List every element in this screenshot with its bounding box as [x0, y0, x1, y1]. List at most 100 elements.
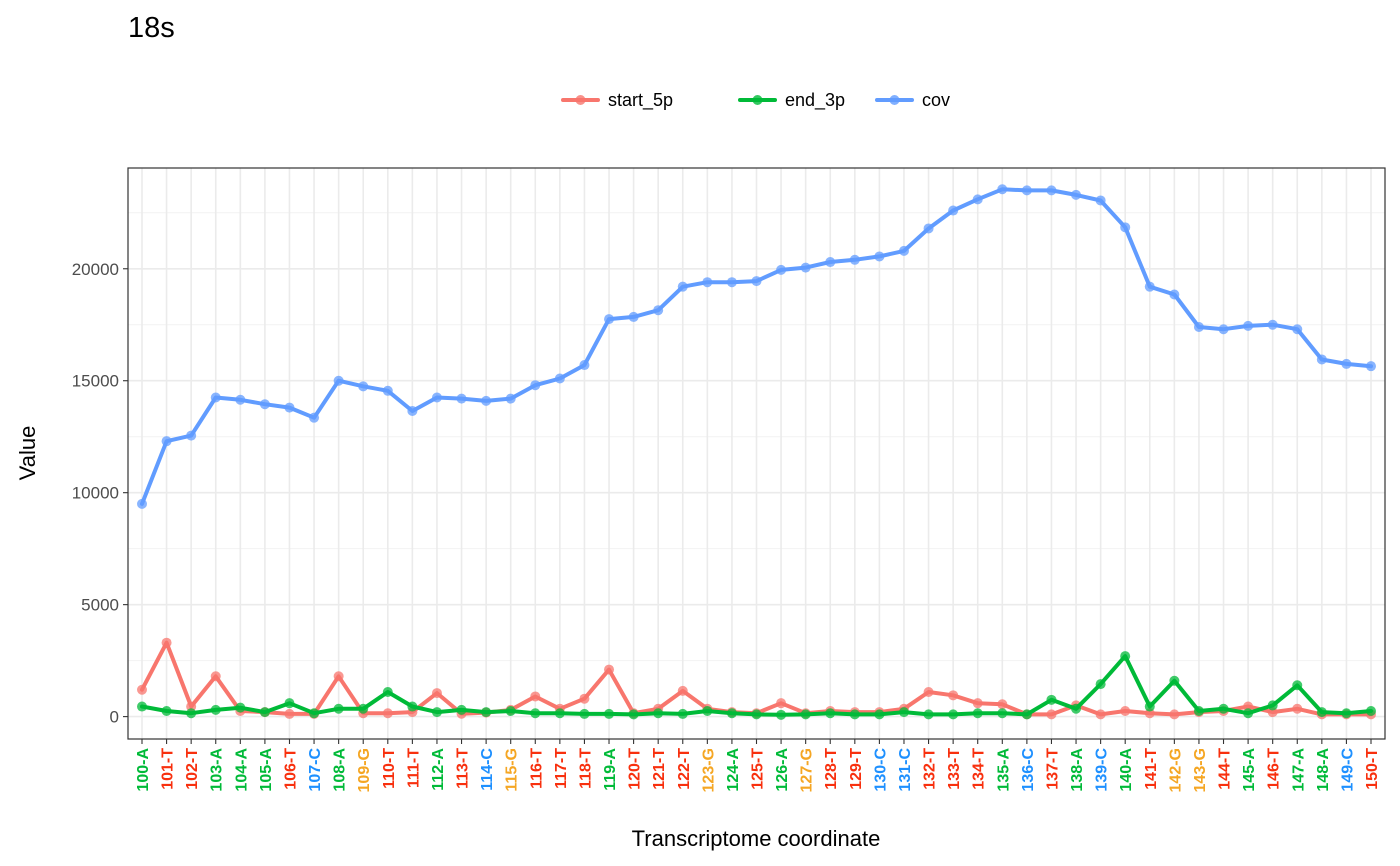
- data-point: [825, 257, 836, 268]
- data-point: [1292, 703, 1303, 714]
- data-point: [1095, 195, 1106, 206]
- x-tick-label: 108-A: [332, 748, 349, 792]
- data-point: [382, 686, 393, 697]
- data-point: [161, 637, 172, 648]
- x-tick-label: 146-T: [1266, 748, 1283, 790]
- data-point: [1120, 706, 1131, 717]
- x-axis-ticks: 100-A 101-T 102-T 103-A 104-A 105-A 106-T 107-C…: [135, 739, 1381, 792]
- data-point: [1120, 222, 1131, 233]
- data-point: [505, 393, 516, 404]
- data-point: [1021, 185, 1032, 196]
- data-point: [186, 708, 197, 719]
- x-tick-label: 136-C: [1020, 748, 1037, 792]
- x-tick-label: 111-T: [405, 748, 422, 788]
- data-point: [235, 702, 246, 713]
- x-tick-label: 134-T: [971, 748, 988, 790]
- data-point: [1046, 694, 1057, 705]
- data-point: [677, 281, 688, 292]
- data-point: [1021, 709, 1032, 720]
- data-point: [653, 305, 664, 316]
- data-point: [210, 392, 221, 403]
- x-tick-label: 138-A: [1069, 748, 1086, 792]
- data-point: [1046, 185, 1057, 196]
- data-point: [1292, 680, 1303, 691]
- data-point: [972, 708, 983, 719]
- x-tick-label: 125-T: [750, 748, 767, 790]
- legend-label: start_5p: [608, 90, 673, 111]
- data-point: [1095, 679, 1106, 690]
- data-point: [776, 264, 787, 275]
- x-tick-label: 137-T: [1044, 748, 1061, 790]
- data-point: [137, 684, 147, 695]
- data-point: [972, 698, 983, 709]
- data-point: [923, 686, 934, 697]
- data-point: [137, 701, 147, 712]
- data-point: [972, 194, 983, 205]
- data-point: [1366, 361, 1376, 372]
- data-point: [1366, 706, 1376, 717]
- data-point: [456, 393, 467, 404]
- data-point: [481, 707, 492, 718]
- data-point: [776, 709, 787, 720]
- y-axis-ticks: 0 5000 10000 15000 20000: [72, 260, 128, 727]
- data-point: [948, 690, 959, 701]
- x-tick-label: 133-T: [946, 748, 963, 790]
- data-point: [898, 245, 909, 256]
- data-point: [456, 704, 467, 715]
- data-point: [259, 399, 270, 410]
- x-tick-label: 110-T: [381, 748, 398, 789]
- data-point: [210, 671, 221, 682]
- data-point: [604, 314, 615, 325]
- x-tick-label: 105-A: [258, 748, 275, 792]
- data-point: [997, 699, 1008, 710]
- x-tick-label: 148-A: [1315, 748, 1332, 792]
- data-point: [1169, 709, 1180, 720]
- x-tick-label: 100-A: [135, 748, 152, 792]
- data-point: [554, 708, 565, 719]
- data-point: [333, 375, 344, 386]
- data-point: [1218, 703, 1229, 714]
- data-point: [309, 708, 320, 719]
- x-tick-label: 103-A: [209, 748, 226, 792]
- data-point: [702, 277, 713, 288]
- data-point: [849, 254, 860, 265]
- data-point: [1243, 708, 1254, 719]
- data-point: [923, 709, 934, 720]
- data-point: [1341, 708, 1352, 719]
- data-point: [358, 703, 369, 714]
- data-point: [1071, 703, 1082, 714]
- data-point: [849, 709, 860, 720]
- y-tick-label: 5000: [81, 596, 119, 615]
- legend-key-point: [889, 95, 900, 105]
- data-point: [1316, 354, 1327, 365]
- data-point: [702, 706, 713, 717]
- data-point: [284, 708, 295, 719]
- data-point: [235, 394, 246, 405]
- legend-key-point: [752, 95, 763, 105]
- data-point: [997, 708, 1008, 719]
- data-point: [1120, 651, 1131, 662]
- data-point: [161, 706, 172, 717]
- x-tick-label: 118-T: [577, 748, 594, 789]
- data-point: [530, 380, 541, 391]
- data-point: [751, 709, 762, 720]
- x-tick-label: 102-T: [184, 748, 201, 790]
- x-tick-label: 120-T: [627, 748, 644, 790]
- data-point: [653, 708, 664, 719]
- x-axis-title: Transcriptome coordinate: [632, 826, 881, 851]
- data-point: [333, 703, 344, 714]
- data-point: [186, 430, 197, 441]
- legend-label: end_3p: [785, 90, 845, 111]
- data-point: [1144, 281, 1155, 292]
- data-point: [1243, 320, 1254, 331]
- data-point: [825, 708, 836, 719]
- x-tick-label: 101-T: [160, 748, 177, 790]
- x-tick-label: 141-T: [1143, 748, 1160, 790]
- data-point: [1169, 289, 1180, 300]
- data-point: [1046, 709, 1057, 720]
- data-point: [530, 708, 541, 719]
- x-tick-label: 104-A: [233, 748, 250, 792]
- data-point: [161, 436, 172, 447]
- data-point: [407, 701, 418, 712]
- data-point: [800, 262, 811, 273]
